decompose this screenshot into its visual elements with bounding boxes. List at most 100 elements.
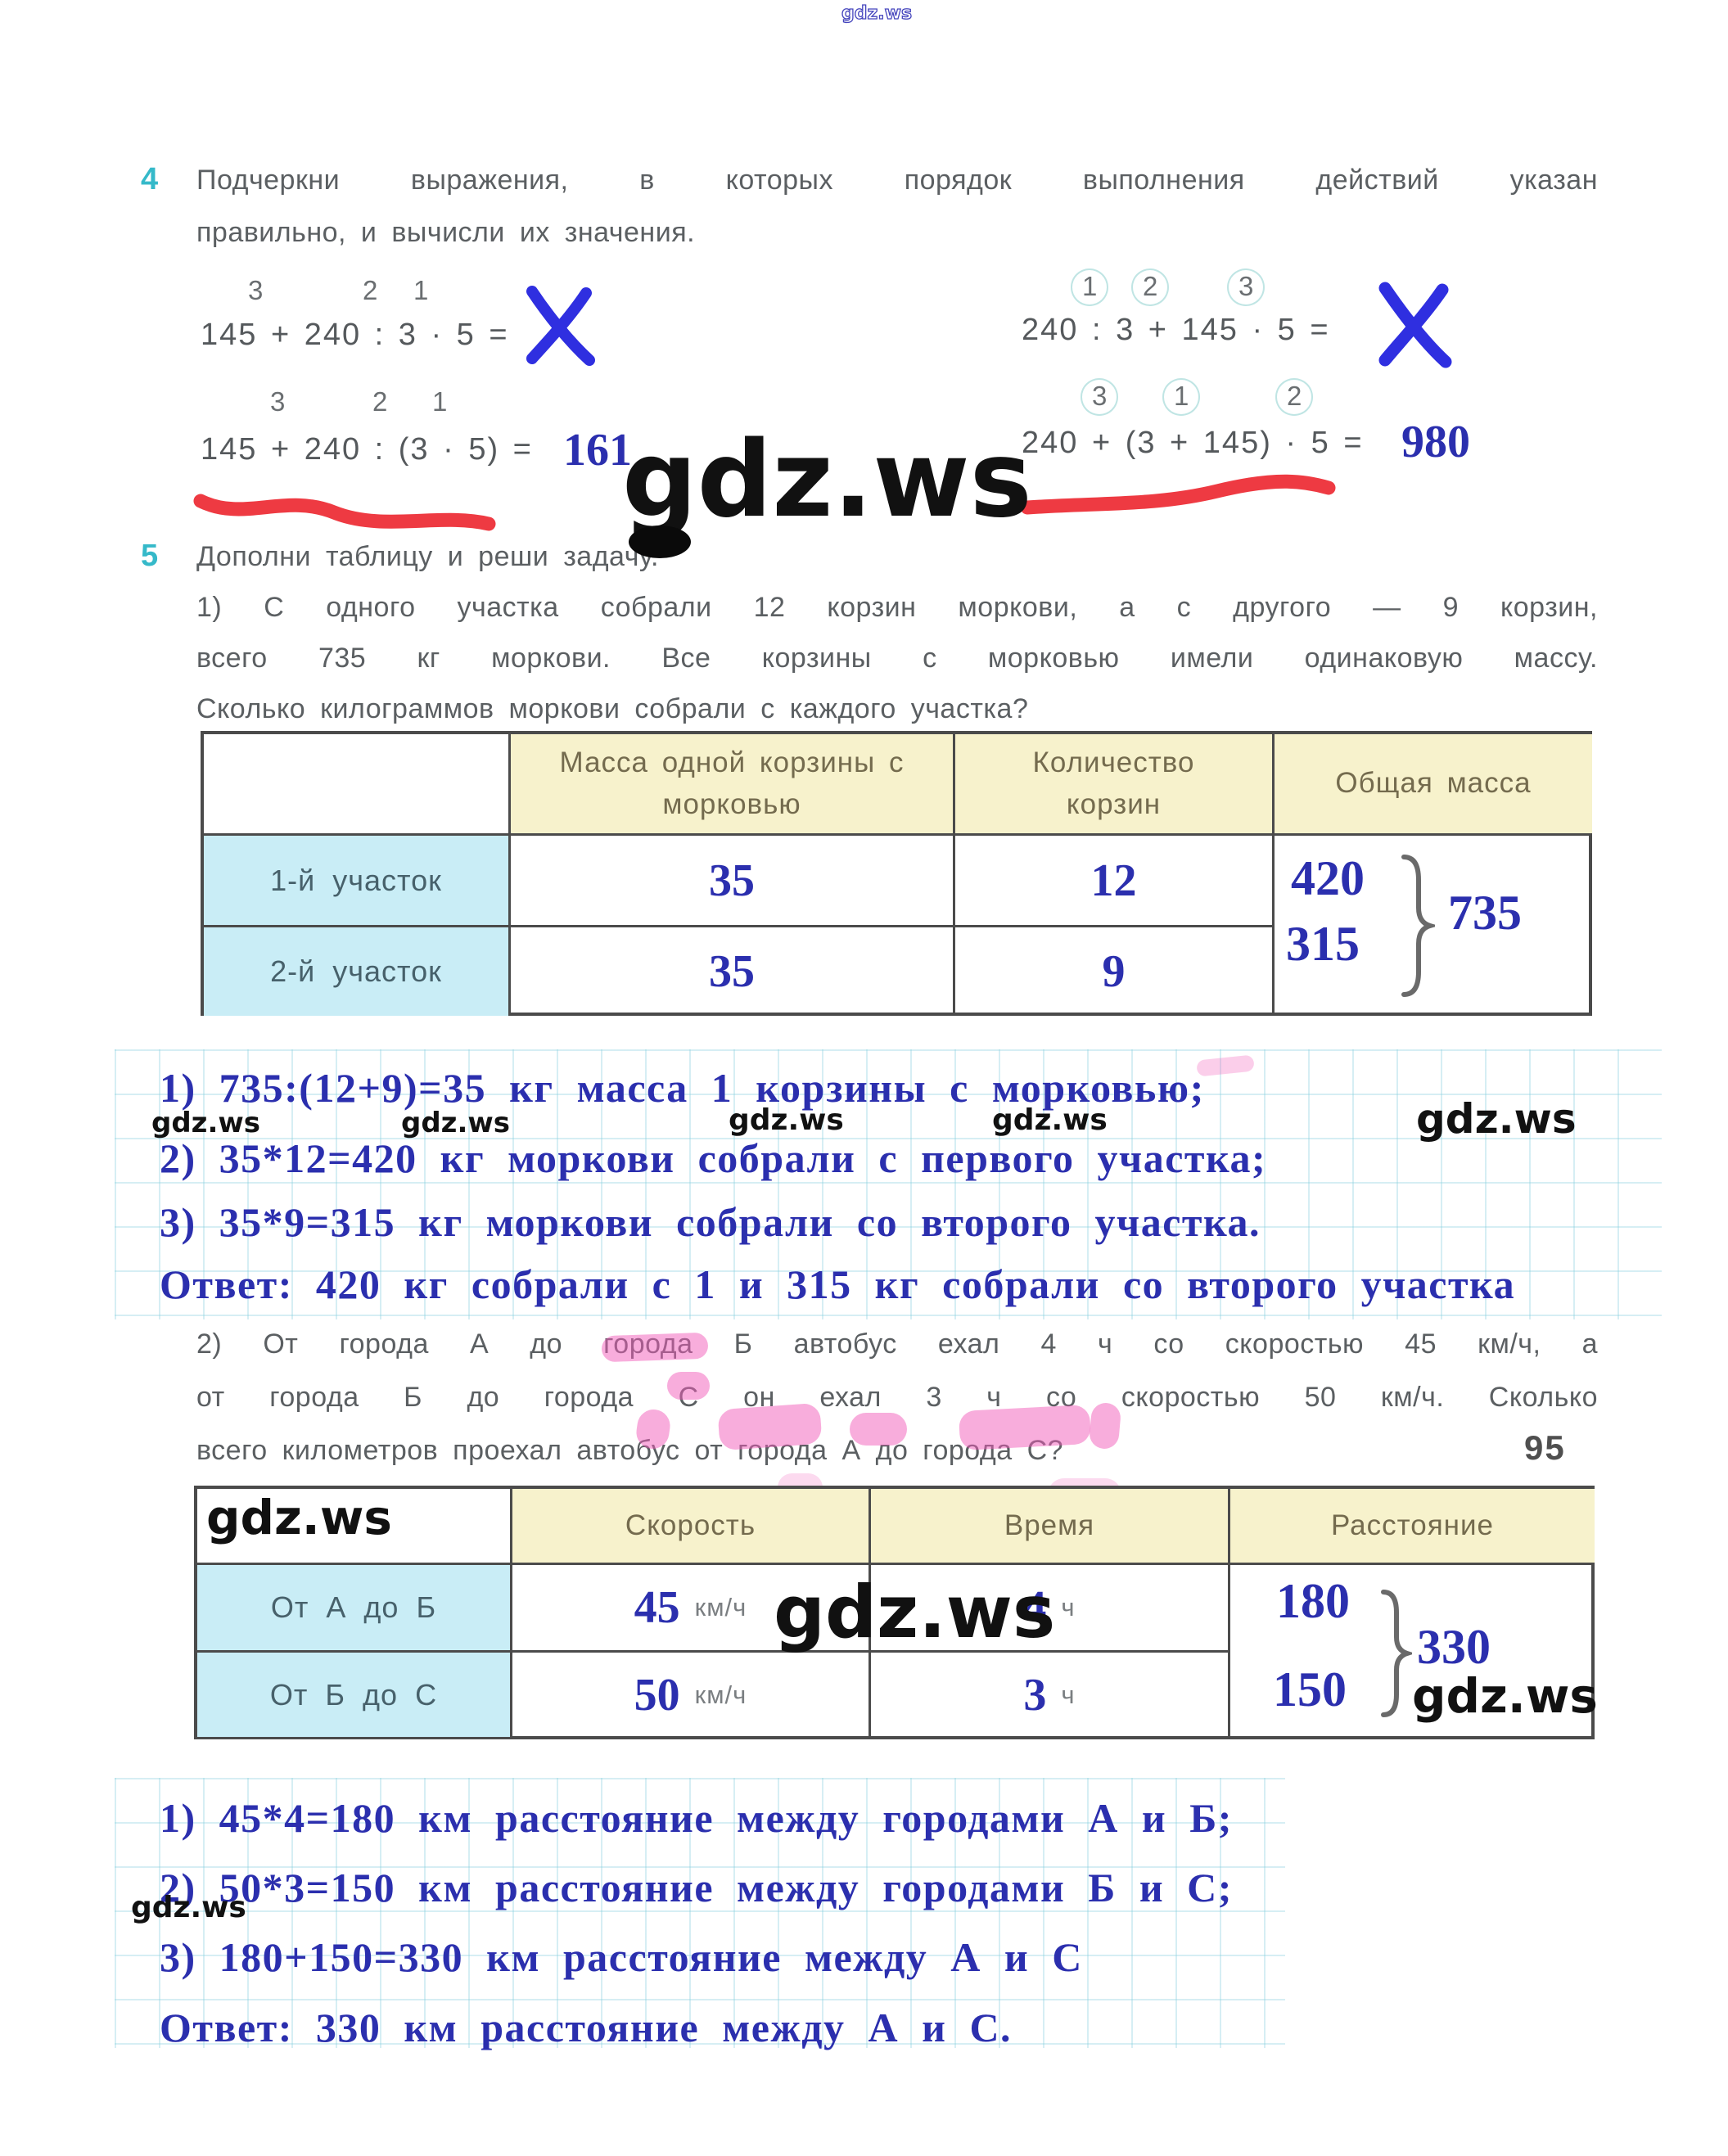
watermark-medium: gdz.ws [1416, 1095, 1577, 1143]
time-cell[interactable]: 3 ч [871, 1653, 1230, 1737]
solution2-line2: 2) 50*3=150 км расстояние между городами… [160, 1865, 1233, 1910]
page-number: 95 [1524, 1428, 1566, 1467]
mass-value[interactable]: 35 [511, 927, 955, 1016]
solution2-line3: 3) 180+150=330 км расстояние между А и С [160, 1934, 1083, 1980]
solution1-answer: Ответ: 420 кг собрали с 1 и 315 кг собра… [160, 1261, 1516, 1307]
table-corner-cell [197, 1489, 512, 1565]
ink-dot [629, 525, 691, 558]
time-value: 3 [1023, 1669, 1047, 1721]
speed-unit: км/ч [694, 1593, 747, 1622]
cross-mark-icon [526, 286, 595, 366]
speed-value: 50 [634, 1669, 680, 1721]
cross-mark-icon [1378, 282, 1452, 368]
exercise4-task-line1: Подчеркни выражения, в которых порядок в… [196, 165, 1598, 196]
grand-total-value: 330 [1417, 1620, 1491, 1674]
speed-cell[interactable]: 45 км/ч [512, 1565, 871, 1653]
pink-marker-stroke [601, 1332, 709, 1363]
order-digit: 1 [1071, 268, 1109, 306]
column-header-distance: Расстояние [1230, 1489, 1595, 1565]
row-label: От А до Б [197, 1565, 512, 1653]
distance-value-2: 150 [1273, 1662, 1347, 1716]
problem1-line1: 1) С одного участка собрали 12 корзин мо… [196, 592, 1598, 623]
distance-merged-cell[interactable]: 180 150 330 [1230, 1565, 1595, 1737]
red-underline-mark [193, 494, 496, 531]
time-unit: ч [1061, 1593, 1076, 1622]
solution1-line3: 3) 35*9=315 кг моркови собрали со второг… [160, 1199, 1261, 1245]
row-label: От Б до С [197, 1653, 512, 1737]
order-digit: 3 [270, 386, 286, 417]
pink-marker-stroke [717, 1402, 823, 1451]
speed-unit: км/ч [694, 1680, 747, 1709]
grid-paper-background [115, 1049, 1662, 1319]
solution2-answer: Ответ: 330 км расстояние между А и С. [160, 2005, 1013, 2050]
problem2-line2: от города Б до города С он ехал 3 ч со с… [196, 1382, 1598, 1413]
answer-value: 161 [563, 425, 632, 476]
time-cell[interactable]: 4 ч [871, 1565, 1230, 1653]
exercise4-task-line2: правильно, и вычисли их значения. [196, 217, 696, 248]
watermark-small: gdz.ws [992, 1103, 1108, 1137]
time-unit: ч [1061, 1680, 1076, 1709]
column-header-time: Время [871, 1489, 1230, 1565]
order-digit: 1 [1162, 378, 1201, 416]
problem2-line1: 2) От города А до города Б автобус ехал … [196, 1328, 1598, 1360]
speed-value: 45 [634, 1582, 680, 1633]
watermark-small: gdz.ws [729, 1103, 844, 1137]
solution1-line2: 2) 35*12=420 кг моркови собрали с первог… [160, 1135, 1267, 1181]
order-digit: 2 [1275, 378, 1314, 416]
answer-value: 980 [1401, 417, 1470, 467]
solution2-line1: 1) 45*4=180 км расстояние между городами… [160, 1795, 1233, 1841]
order-digit: 2 [372, 386, 388, 417]
watermark-top: gdz.ws [841, 2, 913, 24]
count-value[interactable]: 9 [955, 927, 1275, 1016]
expression-3: 145 + 240 : (3 · 5) = [201, 432, 533, 467]
expression-2: 240 : 3 + 145 · 5 = [1022, 313, 1330, 347]
column-header-count: Количество корзин [955, 734, 1275, 836]
total-merged-cell[interactable]: 420 315 735 [1275, 836, 1592, 1016]
order-digit: 2 [1131, 268, 1170, 306]
solution1-line1: 1) 735:(12+9)=35 кг масса 1 корзины с мо… [160, 1065, 1205, 1111]
red-underline-mark [1020, 474, 1336, 515]
problem2-line3: всего километров проехал автобус от горо… [196, 1435, 1064, 1466]
carrots-table: Масса одной корзины с морковью Количеств… [201, 731, 1592, 1016]
order-digit: 3 [1081, 378, 1119, 416]
speed-cell[interactable]: 50 км/ч [512, 1653, 871, 1737]
order-digit: 3 [248, 275, 264, 305]
speed-time-distance-table: Скорость Время Расстояние От А до Б 45 к… [194, 1486, 1595, 1739]
grid-paper-background [115, 1778, 1285, 2048]
problem1-line2: всего 735 кг моркови. Все корзины с морк… [196, 643, 1598, 674]
row-label: 2-й участок [204, 927, 511, 1016]
expression-1: 145 + 240 : 3 · 5 = [201, 318, 509, 352]
brace-icon [1401, 855, 1435, 997]
watermark-small: gdz.ws [131, 1891, 246, 1924]
pink-marker-stroke [667, 1372, 710, 1400]
pink-marker-stroke [850, 1413, 907, 1446]
total-value-1: 420 [1291, 851, 1365, 905]
exercise5-number: 5 [141, 539, 159, 573]
watermark-medium: gdz.ws [206, 1490, 392, 1545]
watermark-small: gdz.ws [401, 1107, 511, 1139]
expression-4: 240 + (3 + 145) · 5 = [1022, 426, 1364, 460]
problem1-line3: Сколько килограммов моркови собрали с ка… [196, 693, 1029, 724]
brace-icon [1381, 1590, 1412, 1717]
order-digit: 1 [432, 386, 448, 417]
distance-value-1: 180 [1276, 1574, 1350, 1628]
order-digit: 2 [363, 275, 378, 305]
column-header-total: Общая масса [1275, 734, 1592, 836]
watermark-large: gdz.ws [774, 1570, 1056, 1654]
column-header-mass: Масса одной корзины с морковью [511, 734, 955, 836]
grand-total-value: 735 [1448, 886, 1522, 940]
watermark-small: gdz.ws [151, 1107, 261, 1139]
order-digit: 1 [413, 275, 429, 305]
table-corner-cell [204, 734, 511, 836]
exercise4-number: 4 [141, 162, 159, 196]
time-value: 4 [1023, 1582, 1047, 1633]
watermark-medium: gdz.ws [1412, 1668, 1598, 1724]
count-value[interactable]: 12 [955, 836, 1275, 927]
pink-marker-stroke [958, 1404, 1092, 1451]
total-value-2: 315 [1286, 917, 1360, 971]
mass-value[interactable]: 35 [511, 836, 955, 927]
exercise5-task: Дополни таблицу и реши задачу. [196, 541, 659, 572]
watermark-large: gdz.ws [622, 419, 1032, 541]
column-header-speed: Скорость [512, 1489, 871, 1565]
